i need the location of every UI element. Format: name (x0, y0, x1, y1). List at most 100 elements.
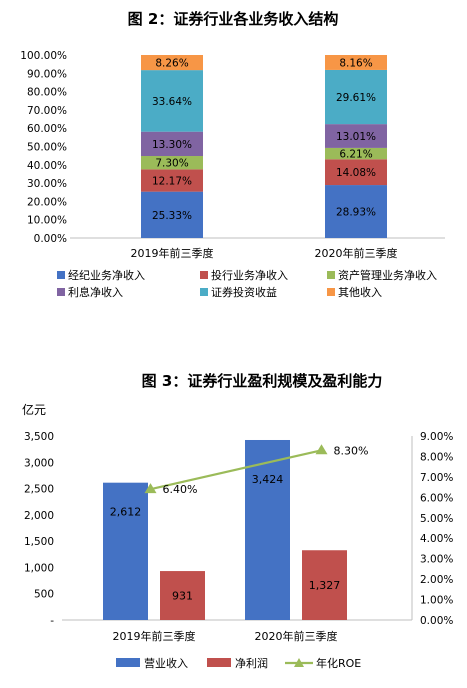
chart2-y-axis: - 500 1,000 1,500 2,000 2,500 3,000 3,500 (24, 431, 412, 627)
chart1-bar-segment (325, 69, 387, 125)
chart2-roe-label: 6.40% (163, 483, 198, 496)
chart-profit-scale: 图 3：证券行业盈利规模及盈利能力 亿元 - 500 1,000 1,500 2,000… (22, 372, 453, 670)
chart2-y2-axis: 0.00% 1.00% 2.00% 3.00% 4.00% 5.00% 6.00% 7.00%… (411, 431, 453, 627)
chart1-legend-swatch (57, 288, 65, 296)
chart1-data-label: 13.30% (152, 139, 192, 151)
chart2-y2-tick: 0.00% (420, 615, 453, 627)
chart2-data-label: 1,327 (309, 579, 341, 592)
chart2-title: 图 3：证券行业盈利规模及盈利能力 (142, 372, 383, 390)
chart2-y-unit: 亿元 (22, 402, 46, 417)
chart1-y-tick: 90.00% (27, 68, 67, 80)
chart1-legend-swatch (327, 288, 335, 296)
chart2-data-label: 931 (172, 590, 193, 603)
chart2-bar (302, 550, 347, 620)
chart1-y-tick: 60.00% (27, 123, 67, 135)
chart1-data-label: 7.30% (155, 158, 188, 170)
chart1-bar-segment (141, 131, 203, 157)
chart1-legend-swatch (200, 288, 208, 296)
chart2-legend: 营业收入 净利润 年化ROE (116, 656, 361, 670)
chart2-category-label: 2019年前三季度 (113, 629, 196, 643)
chart1-y-tick: 100.00% (20, 50, 67, 62)
chart2-y-tick: 2,500 (24, 484, 54, 496)
chart2-y-tick: 1,000 (24, 562, 54, 574)
chart1-data-label: 12.17% (152, 176, 192, 188)
chart1-bar-segment (141, 191, 203, 238)
chart1-y-tick: 20.00% (27, 196, 67, 208)
chart1-legend-label: 利息净收入 (68, 285, 123, 299)
chart2-category-label: 2020年前三季度 (255, 629, 338, 643)
chart1-legend-swatch (57, 271, 65, 279)
chart2-bar (245, 439, 290, 620)
chart2-legend-label: 营业收入 (144, 656, 188, 670)
chart2-y-tick: 1,500 (24, 536, 54, 548)
chart2-legend-label: 年化ROE (316, 656, 361, 670)
chart1-y-axis: 0.00% 10.00% 20.00% 30.00% 40.00% 50.00% 60.00… (20, 50, 445, 245)
chart2-y2-tick: 4.00% (420, 533, 453, 545)
chart1-bar-segment (325, 147, 387, 160)
chart2-legend-marker (294, 658, 304, 667)
chart1-y-tick: 10.00% (27, 215, 67, 227)
chart1-y-tick: 50.00% (27, 142, 67, 154)
chart1-data-label: 8.26% (155, 58, 188, 70)
chart1-bars: 25.33% 12.17% 7.30% 13.30% 33.64% 8.26% 28.93%… (141, 55, 387, 238)
chart1-legend-label: 投行业务净收入 (211, 268, 288, 282)
chart1-bar-segment (325, 55, 387, 70)
chart2-y2-tick: 1.00% (420, 595, 453, 607)
chart1-legend-swatch (327, 271, 335, 279)
chart1-bar-segment (141, 156, 203, 170)
chart1-bar-segment (325, 124, 387, 148)
chart2-data-label: 2,612 (110, 506, 142, 519)
chart2-legend-swatch (116, 658, 140, 667)
chart2-y2-tick: 5.00% (420, 513, 453, 525)
chart2-bars: 2,612 931 3,424 1,327 (103, 439, 347, 620)
chart1-y-tick: 30.00% (27, 178, 67, 190)
chart1-bar-segment (141, 55, 203, 71)
chart1-title: 图 2：证券行业各业务收入结构 (128, 10, 339, 28)
chart2-roe-marker (315, 444, 328, 455)
chart2-roe-polyline (150, 449, 322, 491)
chart1-data-label: 29.61% (336, 92, 376, 104)
chart2-y-tick: 2,000 (24, 510, 54, 522)
chart2-roe-marker (144, 483, 157, 494)
chart1-legend-label: 其他收入 (338, 285, 382, 299)
chart1-bar-segment (141, 169, 203, 192)
chart2-roe-line: 6.40% 8.30% (144, 444, 369, 496)
chart1-legend-label: 经纪业务净收入 (68, 268, 145, 282)
chart2-y2-tick: 2.00% (420, 574, 453, 586)
chart2-bar (160, 571, 205, 620)
chart1-y-tick: 70.00% (27, 105, 67, 117)
chart1-y-tick: 0.00% (34, 233, 67, 245)
chart2-roe-label: 8.30% (334, 444, 369, 457)
chart1-data-label: 25.33% (152, 210, 192, 222)
chart1-x-axis: 2019年前三季度 2020年前三季度 (131, 246, 398, 260)
chart2-y-tick: 3,500 (24, 431, 54, 443)
chart2-y-tick: 500 (34, 589, 54, 601)
chart2-y2-tick: 6.00% (420, 492, 453, 504)
chart2-y2-tick: 3.00% (420, 554, 453, 566)
chart1-y-tick: 80.00% (27, 87, 67, 99)
chart1-y-tick: 40.00% (27, 160, 67, 172)
chart1-data-label: 6.21% (339, 149, 372, 161)
chart2-y2-tick: 7.00% (420, 472, 453, 484)
chart-income-structure: 图 2：证券行业各业务收入结构 0.00% 10.00% 20.00% 30.00% 4… (20, 10, 445, 299)
chart1-category-label: 2020年前三季度 (315, 246, 398, 260)
chart2-y2-tick: 9.00% (420, 431, 453, 443)
chart1-bar-segment (325, 185, 387, 238)
chart1-legend-label: 资产管理业务净收入 (338, 268, 437, 282)
chart2-legend-label: 净利润 (235, 656, 268, 670)
chart1-legend-label: 证券投资收益 (211, 285, 277, 299)
chart2-bar (103, 482, 148, 620)
chart2-y-tick: - (50, 615, 54, 627)
chart1-bar-segment (325, 159, 387, 186)
chart1-data-label: 33.64% (152, 96, 192, 108)
chart1-category-label: 2019年前三季度 (131, 246, 214, 260)
chart2-y-tick: 3,000 (24, 457, 54, 469)
chart2-x-axis: 2019年前三季度 2020年前三季度 (113, 629, 338, 643)
chart1-data-label: 28.93% (336, 207, 376, 219)
chart2-data-label: 3,424 (252, 473, 284, 486)
chart1-data-label: 14.08% (336, 167, 376, 179)
chart2-legend-swatch (207, 658, 231, 667)
chart1-data-label: 8.16% (339, 57, 372, 69)
